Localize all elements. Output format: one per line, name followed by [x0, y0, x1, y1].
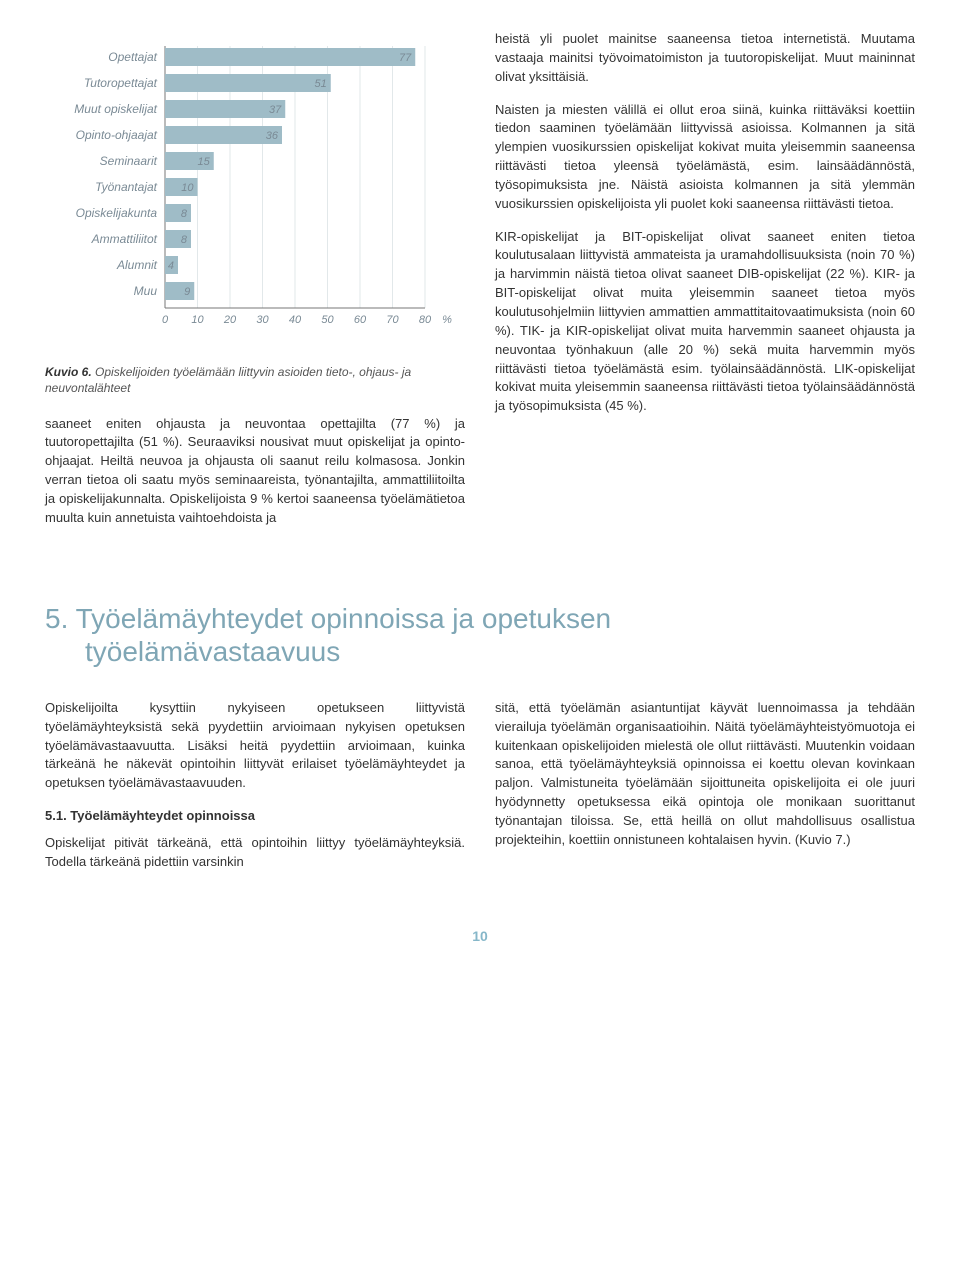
svg-text:80: 80	[419, 314, 432, 326]
section-heading-line1: 5. Työelämäyhteydet opinnoissa ja opetuk…	[45, 603, 611, 634]
section-heading: 5. Työelämäyhteydet opinnoissa ja opetuk…	[45, 602, 915, 669]
left-paragraph-1: saaneet eniten ohjausta ja neuvontaa ope…	[45, 415, 465, 528]
chart-container: 0 10 20 30 40 50 60 70 80% Opettajat 77 Tutoropetta…	[45, 30, 465, 355]
bar	[165, 204, 191, 222]
right-paragraph-1: heistä yli puolet mainitse saaneensa tie…	[495, 30, 915, 87]
bar	[165, 230, 191, 248]
svg-text:30: 30	[256, 314, 269, 326]
svg-text:9: 9	[184, 286, 190, 298]
svg-text:40: 40	[289, 314, 302, 326]
caption-text: Opiskelijoiden työelämään liittyvin asio…	[45, 365, 411, 395]
svg-text:8: 8	[181, 234, 188, 246]
svg-text:77: 77	[399, 52, 412, 64]
svg-text:Alumnit: Alumnit	[116, 258, 158, 272]
svg-text:Seminaarit: Seminaarit	[100, 154, 158, 168]
svg-text:Työnantajat: Työnantajat	[95, 180, 157, 194]
svg-text:70: 70	[386, 314, 399, 326]
svg-text:37: 37	[269, 104, 282, 116]
bottom-left-p2: Opiskelijat pitivät tärkeänä, että opint…	[45, 834, 465, 872]
svg-text:8: 8	[181, 208, 188, 220]
svg-text:15: 15	[198, 156, 211, 168]
svg-text:50: 50	[321, 314, 334, 326]
svg-text:4: 4	[168, 260, 174, 272]
svg-text:Opiskelijakunta: Opiskelijakunta	[76, 206, 158, 220]
svg-text:Tutoropettajat: Tutoropettajat	[84, 76, 158, 90]
bar	[165, 74, 331, 92]
bottom-left-column: Opiskelijoilta kysyttiin nykyiseen opetu…	[45, 699, 465, 886]
right-paragraph-3: KIR-opiskelijat ja BIT-opiskelijat oliva…	[495, 228, 915, 416]
bottom-right-p1: sitä, että työelämän asiantuntijat käyvä…	[495, 699, 915, 850]
top-columns: 0 10 20 30 40 50 60 70 80% Opettajat 77 Tutoropetta…	[45, 30, 915, 542]
svg-text:%: %	[442, 314, 452, 326]
horizontal-bar-chart: 0 10 20 30 40 50 60 70 80% Opettajat 77 Tutoropetta…	[45, 30, 465, 350]
svg-text:Ammattiliitot: Ammattiliitot	[91, 232, 158, 246]
left-column: 0 10 20 30 40 50 60 70 80% Opettajat 77 Tutoropetta…	[45, 30, 465, 542]
svg-text:Muut opiskelijat: Muut opiskelijat	[74, 102, 157, 116]
svg-text:10: 10	[181, 182, 194, 194]
svg-text:60: 60	[354, 314, 367, 326]
svg-text:Opinto-ohjaajat: Opinto-ohjaajat	[76, 128, 158, 142]
svg-text:20: 20	[223, 314, 237, 326]
right-column: heistä yli puolet mainitse saaneensa tie…	[495, 30, 915, 542]
right-paragraph-2: Naisten ja miesten välillä ei ollut eroa…	[495, 101, 915, 214]
bar	[165, 100, 285, 118]
svg-text:Opettajat: Opettajat	[108, 50, 157, 64]
bottom-right-column: sitä, että työelämän asiantuntijat käyvä…	[495, 699, 915, 886]
subsection-heading: 5.1. Työelämäyhteydet opinnoissa	[45, 807, 465, 826]
bar	[165, 48, 415, 66]
bar	[165, 126, 282, 144]
figure-caption: Kuvio 6. Opiskelijoiden työelämään liitt…	[45, 365, 465, 396]
bottom-left-p1: Opiskelijoilta kysyttiin nykyiseen opetu…	[45, 699, 465, 793]
svg-text:36: 36	[266, 130, 279, 142]
svg-text:10: 10	[191, 314, 204, 326]
page-number: 10	[45, 926, 915, 946]
section-heading-line2: työelämävastaavuus	[45, 635, 915, 669]
bottom-columns: Opiskelijoilta kysyttiin nykyiseen opetu…	[45, 699, 915, 886]
svg-text:0: 0	[162, 314, 169, 326]
svg-text:Muu: Muu	[134, 284, 158, 298]
caption-label: Kuvio 6.	[45, 365, 92, 379]
svg-text:51: 51	[315, 78, 327, 90]
